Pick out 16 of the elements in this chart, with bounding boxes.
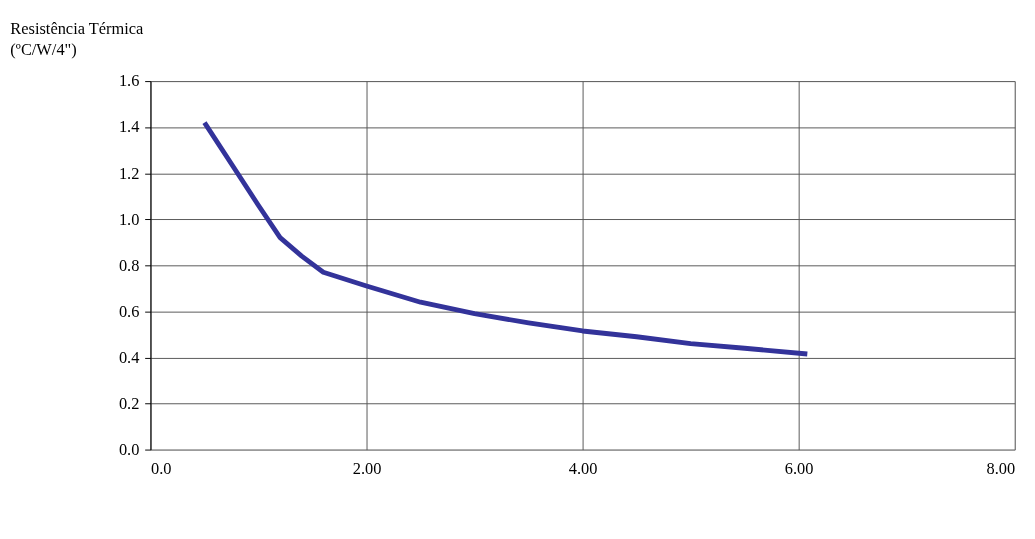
y-tick-label: 1.0	[118, 209, 140, 229]
y-tick-label: 1.4	[118, 117, 140, 137]
y-tick-label: 0.8	[118, 255, 140, 275]
y-axis-title: Resistência Térmica (ºC/W/4")	[10, 18, 145, 60]
y-tick-label: 1.2	[118, 163, 140, 183]
line-series	[202, 120, 810, 357]
y-tick-label: 0.2	[118, 393, 140, 413]
x-tick-label: 8.00	[986, 459, 1016, 479]
x-tick-label: 2.00	[352, 459, 382, 479]
y-tick-label: 0.4	[118, 347, 140, 367]
x-tick-label: 6.00	[784, 459, 814, 479]
y-tick-label: 1.6	[118, 71, 140, 91]
x-tick-label: 0.0	[150, 459, 172, 479]
y-tick-label: 0.0	[118, 439, 140, 459]
x-tick-label: 4.00	[568, 459, 598, 479]
y-tick-label: 0.6	[118, 301, 140, 321]
